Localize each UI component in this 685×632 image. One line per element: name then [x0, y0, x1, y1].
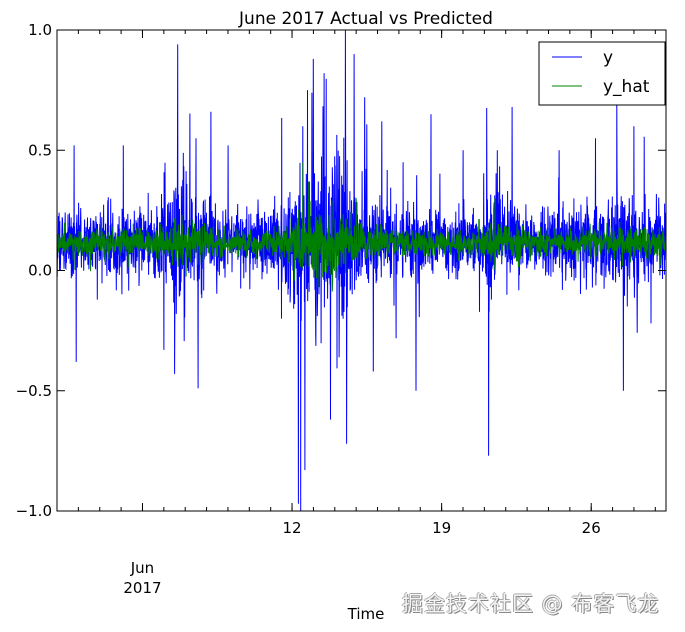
axis-ticks: 1.0 0.5 0.0 −0.5 −1.0 Jun 2017 12 19 26	[16, 21, 666, 597]
watermark: 掘金技术社区 @ 布客飞龙	[402, 592, 660, 616]
x-tick-label-year: 2017	[123, 579, 161, 597]
legend-y-hat-label: y_hat	[603, 77, 650, 97]
legend-box	[538, 41, 666, 106]
x-tick-label: 19	[432, 519, 451, 537]
y-tick-label: 0.5	[28, 141, 52, 159]
legend: y y_hat	[538, 41, 666, 106]
y-tick-label: −1.0	[16, 502, 52, 520]
y-tick-label: −0.5	[16, 382, 52, 400]
x-tick-label: 26	[582, 519, 601, 537]
chart-title: June 2017 Actual vs Predicted	[238, 9, 493, 29]
x-tick-label: 12	[283, 519, 302, 537]
x-tick-label-month: Jun	[130, 559, 154, 577]
y-tick-label: 0.0	[28, 262, 52, 280]
y-tick-label: 1.0	[28, 21, 52, 39]
series-y-hat-line	[57, 162, 666, 292]
legend-y-label: y	[603, 48, 613, 68]
x-axis-label: Time	[347, 605, 385, 623]
